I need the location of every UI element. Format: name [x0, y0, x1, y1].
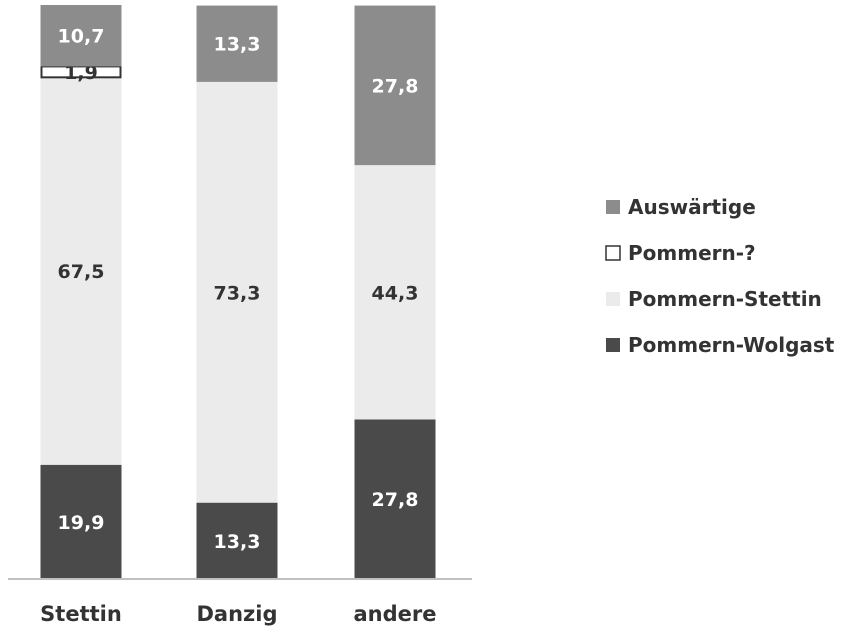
data-label-danzig-pommern-stettin: 73,3 — [214, 282, 261, 304]
category-label-stettin: Stettin — [40, 602, 122, 626]
bar-danzig-pommern-wolgast — [196, 502, 278, 579]
legend-label-ausw-rtige: Auswärtige — [628, 195, 756, 219]
legend-swatch-pommern-stettin — [606, 292, 620, 306]
data-label-stettin-pommern-stettin: 67,5 — [58, 261, 105, 283]
data-label-andere-pommern-wolgast: 27,8 — [372, 489, 419, 511]
data-label-stettin-pommern: 1,9 — [64, 62, 98, 84]
legend-label-pommern-wolgast: Pommern-Wolgast — [628, 333, 835, 357]
bar-danzig-pommern-stettin — [196, 81, 278, 503]
category-axis: Stettin Danzig andere — [40, 602, 436, 626]
data-label-stettin-ausw-rtige: 10,7 — [58, 26, 105, 48]
category-label-danzig: Danzig — [196, 602, 277, 626]
legend-label-pommern-stettin: Pommern-Stettin — [628, 287, 822, 311]
data-label-danzig-ausw-rtige: 13,3 — [214, 34, 261, 56]
bar-andere-pommern-wolgast — [354, 419, 436, 579]
data-label-andere-pommern-stettin: 44,3 — [372, 282, 419, 304]
legend-label-pommern: Pommern-? — [628, 241, 756, 265]
bar-stettin-pommern-stettin — [40, 77, 122, 465]
legend-swatch-pommern-wolgast — [606, 338, 620, 352]
bar-andere-pommern-stettin — [354, 165, 436, 420]
bar-stettin-pommern-wolgast — [40, 464, 122, 579]
legend: Auswärtige Pommern-? Pommern-Stettin Pommer… — [605, 195, 835, 357]
category-label-andere: andere — [354, 602, 437, 626]
bar-stettin-ausw-rtige — [40, 5, 122, 67]
bar-andere-ausw-rtige — [354, 5, 436, 166]
data-label-danzig-pommern-wolgast: 13,3 — [214, 531, 261, 553]
bar-area: 19,9 67,5 1,9 10,7 13,3 73,3 13,3 27,8 44,3 27,8 — [40, 5, 436, 579]
data-label-stettin-pommern-wolgast: 19,9 — [58, 512, 105, 534]
legend-swatch-pommern — [605, 245, 621, 261]
data-label-andere-ausw-rtige: 27,8 — [372, 75, 419, 97]
legend-swatch-ausw-rtige — [606, 200, 620, 214]
bar-danzig-ausw-rtige — [196, 5, 278, 82]
